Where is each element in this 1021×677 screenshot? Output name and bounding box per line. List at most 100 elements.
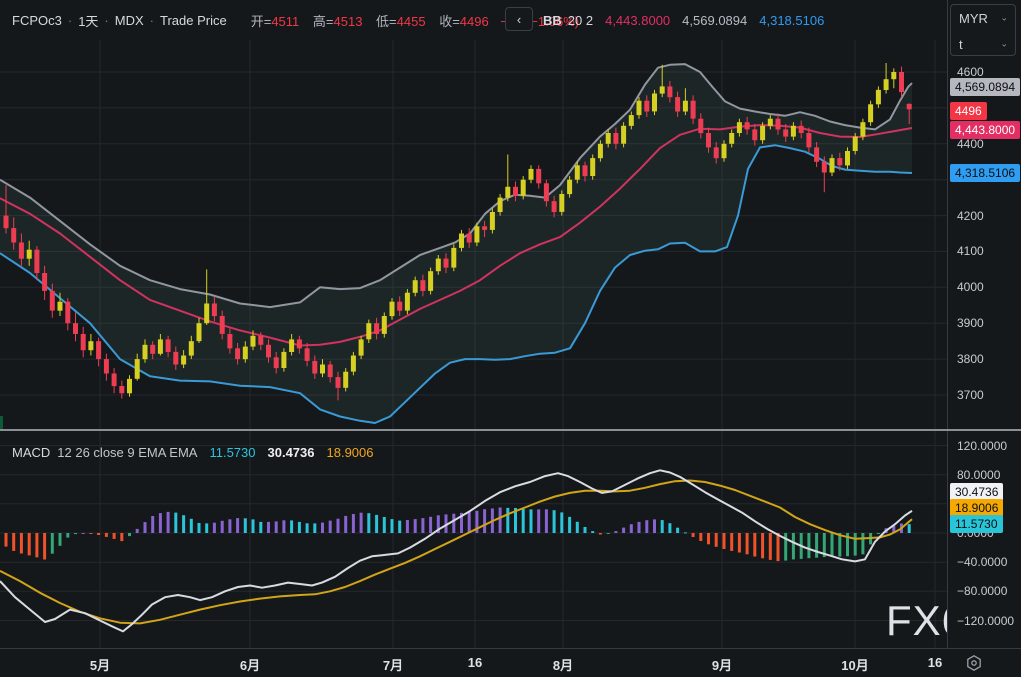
candle-body	[304, 348, 310, 361]
candle-body	[891, 72, 897, 80]
unit-selector-box: MYR ⌄ t ⌄	[950, 4, 1016, 56]
candle-body	[482, 226, 488, 230]
interval-label[interactable]: 1天	[78, 13, 99, 29]
candle-body	[11, 228, 17, 243]
currency-select[interactable]: MYR ⌄	[951, 5, 1015, 31]
price-badge: 4,318.5106	[950, 164, 1021, 182]
candle-body	[103, 359, 109, 374]
price-badge: 11.5730	[950, 515, 1003, 533]
candle-body	[358, 339, 364, 356]
macd-histogram-bar	[737, 533, 741, 553]
candle-body	[381, 316, 387, 334]
macd-histogram-bar	[691, 533, 695, 537]
candle-body	[621, 125, 627, 144]
high-value: 4513	[333, 13, 363, 29]
candle-body	[574, 165, 580, 180]
candle-body	[235, 348, 241, 360]
price-badge: 4,569.0894	[950, 78, 1021, 96]
low-label: 低=	[376, 13, 397, 29]
macd-histogram-bar	[483, 509, 487, 533]
gear-icon	[967, 655, 981, 671]
time-axis-label: 6月	[239, 658, 261, 673]
candle-body	[80, 334, 86, 351]
chart-canvas[interactable]	[0, 0, 947, 648]
candle-body	[266, 344, 271, 358]
candle-body	[906, 103, 912, 110]
candle-body	[88, 341, 94, 351]
time-axis-label: 16	[467, 655, 483, 670]
macd-histogram-bar	[591, 531, 595, 533]
candle-body	[435, 258, 441, 272]
macd-histogram-bar	[321, 522, 324, 533]
macd-axis-label: 80.0000	[957, 467, 1001, 482]
macd-histogram-bar	[158, 513, 162, 533]
candle-body	[296, 339, 302, 349]
candle-body	[242, 346, 248, 360]
bb-name[interactable]: BB	[543, 12, 562, 28]
macd-histogram-bar	[876, 533, 880, 534]
axis-settings-button[interactable]	[965, 654, 983, 672]
macd-histogram-bar	[544, 509, 548, 533]
macd-histogram-bar	[166, 511, 170, 533]
candle-body	[852, 136, 858, 151]
candle-body	[590, 158, 596, 176]
candle-body	[752, 129, 758, 141]
price-axis[interactable]: 4600 4400 4200 4100 4000 3900 3800 3700 120.0000…	[947, 0, 1021, 648]
macd-histogram-bar	[753, 533, 757, 557]
candle-body	[721, 143, 727, 159]
macd-histogram-bar	[838, 533, 842, 557]
candle-body	[760, 125, 766, 141]
macd-histogram-bar	[460, 512, 463, 533]
macd-histogram-bar	[413, 519, 417, 533]
macd-histogram-bar	[761, 533, 765, 559]
bb-lower-line	[0, 144, 913, 424]
pane-divider[interactable]	[0, 429, 1021, 431]
macd-hist-value: 11.5730	[209, 444, 256, 460]
time-axis[interactable]: 5月 6月 7月 16 8月 9月 10月 16	[0, 648, 1021, 677]
macd-histogram-bar	[498, 507, 502, 533]
price-axis-label: 4200	[957, 208, 984, 223]
candle-body	[443, 258, 449, 268]
macd-histogram-bar	[50, 533, 54, 554]
macd-histogram-bar	[745, 533, 749, 555]
candle-body	[775, 118, 781, 130]
macd-histogram-bar	[645, 520, 649, 533]
macd-histogram-bar	[27, 533, 31, 556]
candle-body	[374, 323, 380, 334]
macd-histogram-bar	[220, 520, 224, 533]
macd-histogram-bar	[568, 516, 572, 533]
candle-body	[497, 197, 503, 212]
candle-body	[289, 339, 295, 352]
macd-signal-value: 18.9006	[326, 444, 374, 460]
macd-histogram-bar	[714, 533, 718, 547]
macd-histogram-bar	[660, 520, 664, 533]
macd-line-value: 30.4736	[267, 444, 315, 460]
candle-body	[211, 303, 217, 317]
macd-histogram-bar	[81, 533, 85, 534]
candle-body	[188, 341, 194, 356]
macd-histogram-bar	[274, 521, 278, 533]
candle-body	[157, 339, 163, 354]
macd-histogram-bar	[629, 524, 633, 533]
candle-body	[150, 344, 156, 354]
macd-name[interactable]: MACD	[12, 444, 51, 460]
macd-histogram-bar	[846, 533, 849, 557]
candle-body	[783, 129, 789, 137]
candle-body	[659, 86, 665, 94]
macd-histogram-bar	[328, 520, 332, 533]
macd-histogram-bar	[398, 520, 402, 533]
candle-body	[397, 301, 403, 311]
macd-histogram-bar	[537, 509, 541, 533]
macd-histogram-bar	[861, 533, 865, 555]
macd-histogram-bar	[421, 518, 425, 533]
macd-histogram-bar	[768, 533, 772, 560]
candle-body	[875, 89, 881, 105]
symbol-name[interactable]: FCPOc3	[12, 12, 62, 28]
macd-histogram-bar	[722, 533, 726, 549]
unit-select[interactable]: t ⌄	[951, 31, 1015, 57]
candle-body	[34, 249, 40, 273]
candle-body	[567, 179, 573, 195]
macd-histogram-bar	[135, 528, 139, 533]
collapse-indicator-button[interactable]: ‹	[505, 7, 533, 31]
